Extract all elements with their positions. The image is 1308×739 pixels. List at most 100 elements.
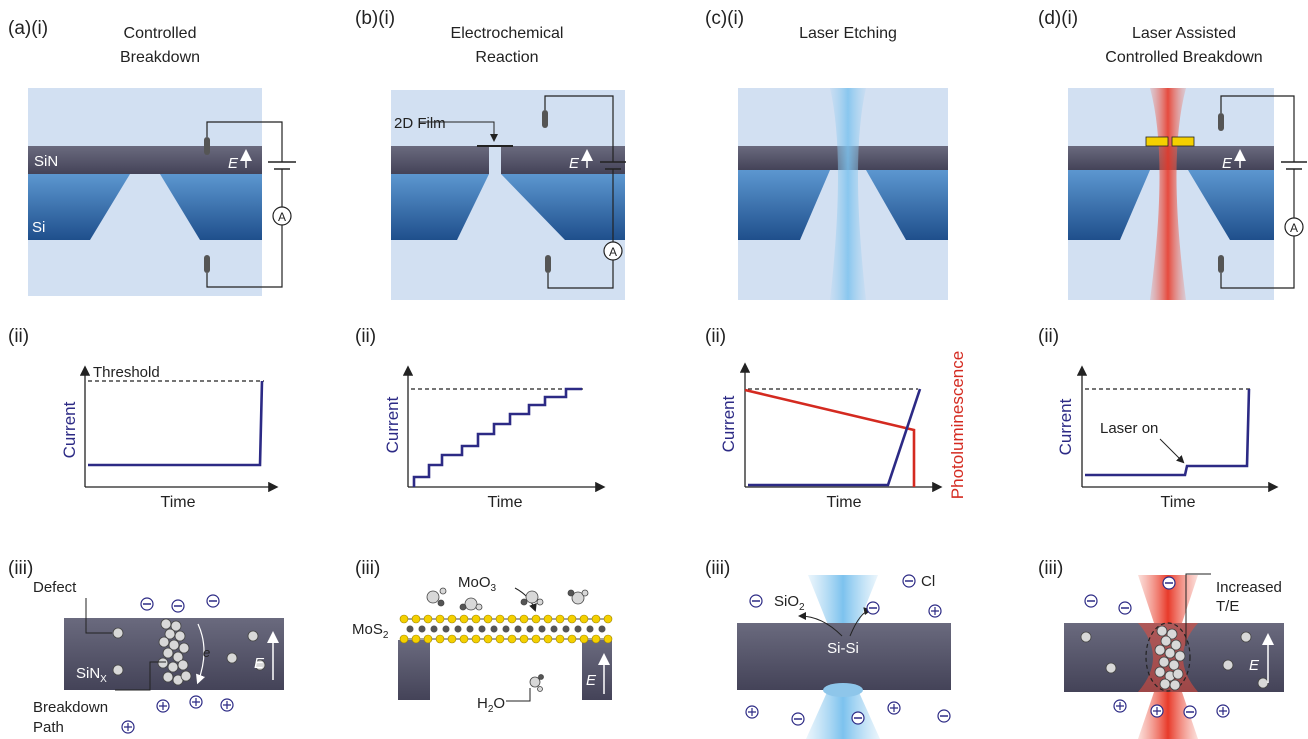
panel-a-title-line2: Breakdown (120, 49, 200, 66)
panel-c-ii-label: (ii) (705, 326, 726, 347)
breakdown-path-cluster (1154, 625, 1186, 691)
x-axis-label: Time (1161, 494, 1196, 511)
sin-support-right (582, 640, 612, 700)
si-substrate-right (866, 170, 948, 240)
field-label-iii: E (254, 655, 265, 672)
si-label: Si (32, 219, 45, 236)
cations (745, 604, 942, 719)
mos2-lattice (399, 614, 613, 644)
electrode-pad-left (1145, 136, 1169, 147)
si-substrate-right (1188, 170, 1274, 240)
panel-d-title-line1: Laser Assisted (1132, 25, 1236, 42)
sin-membrane (28, 146, 262, 174)
blue-beam-top (808, 575, 878, 625)
cl-label: Cl (921, 573, 935, 590)
panel-c-i-label: (c)(i) (705, 8, 744, 29)
h2o-leader (506, 688, 531, 702)
panel-b: (b)(i) Electrochemical Reaction 2D Film … (352, 8, 626, 715)
anions (140, 594, 220, 613)
y-axis-label: Current (719, 395, 738, 452)
anions (749, 574, 951, 726)
breakdown-label-line2: Path (33, 719, 64, 736)
si-substrate-left (28, 174, 130, 240)
defect-atom (247, 630, 259, 642)
panel-b-title-line1: Electrochemical (451, 25, 564, 42)
wire-bottom (206, 225, 283, 288)
panel-a: (a)(i) Controlled Breakdown SiN Si E A (… (8, 18, 296, 736)
electron-label: e (203, 645, 210, 660)
y-axis-label: Current (1056, 398, 1075, 455)
cations (1113, 699, 1230, 718)
top-electrode (1218, 113, 1224, 131)
y-axis-label: Current (383, 396, 402, 453)
blue-beam-bottom (806, 690, 880, 739)
wire-bottom (1220, 236, 1295, 289)
defect-atom (112, 627, 124, 639)
increased-label-line1: Increased (1216, 579, 1282, 596)
moo3-label: MoO3 (458, 574, 497, 594)
sin-label: SiN (34, 153, 58, 170)
defect-atom (112, 664, 124, 676)
h2o-label: H2O (477, 695, 505, 715)
sio2-label: SiO2 (774, 593, 805, 613)
hotspot-outline (1145, 622, 1191, 692)
x-axis-label: Time (488, 494, 523, 511)
panel-c-iii-label: (iii) (705, 558, 730, 579)
current-trace-stepwise (412, 387, 582, 487)
y-axis-label: Current (60, 401, 79, 458)
y2-axis-label: Photoluminescence (948, 351, 967, 499)
field-label-iii: E (1249, 657, 1260, 674)
si-substrate-left (738, 170, 830, 240)
x-axis-label: Time (827, 494, 862, 511)
increased-label-line2: T/E (1216, 598, 1239, 615)
panel-b-i-label: (b)(i) (355, 8, 395, 29)
defect-atoms (1080, 631, 1269, 689)
threshold-label: Threshold (93, 364, 160, 381)
current-trace (88, 380, 264, 467)
defect-leader (85, 598, 112, 634)
defect-label: Defect (33, 579, 77, 596)
anions (1084, 576, 1197, 719)
top-electrode (542, 110, 548, 128)
breakdown-leader (115, 661, 166, 691)
field-label: E (228, 155, 239, 172)
panel-a-title-line1: Controlled (124, 25, 197, 42)
field-label-iii: E (586, 672, 597, 689)
laser-on-label: Laser on (1100, 420, 1158, 437)
panel-c-title: Laser Etching (799, 25, 897, 42)
panel-d-iii-label: (iii) (1038, 558, 1063, 579)
breakdown-path-cluster (157, 618, 192, 686)
si-si-label: Si-Si (827, 640, 859, 657)
defect-atom (226, 652, 238, 664)
si-substrate-right (501, 174, 625, 240)
panel-b-title-line2: Reaction (475, 49, 538, 66)
defect-atom (254, 659, 266, 671)
panel-d-title-line2: Controlled Breakdown (1105, 49, 1262, 66)
electrode-pad-right (1171, 136, 1195, 147)
bottom-electrode (204, 255, 210, 273)
wire-top (544, 95, 614, 162)
panel-a-iii-label: (iii) (8, 558, 33, 579)
panel-b-iii-label: (iii) (355, 558, 380, 579)
si-substrate-left (1068, 170, 1150, 240)
wire-top (1220, 95, 1295, 162)
sin-support-left (398, 640, 430, 700)
electron-arrow (196, 623, 206, 685)
red-beam-top (1138, 575, 1198, 623)
sio2-arrow (798, 612, 843, 637)
laser-on-arrow (1159, 438, 1185, 464)
cations (121, 695, 234, 734)
x-axis-label: Time (161, 494, 196, 511)
sin-slab (737, 623, 951, 690)
photoluminescence-trace (744, 388, 916, 487)
h2o-molecule (529, 674, 544, 692)
blue-laser-beam (830, 88, 866, 300)
breakdown-label-line1: Breakdown (33, 699, 108, 716)
sinx-label: SiNX (76, 665, 107, 685)
ammeter-label: A (278, 210, 286, 224)
panel-d-ii-label: (ii) (1038, 326, 1059, 347)
wire-top (206, 121, 283, 162)
red-beam-bottom (1138, 692, 1198, 739)
film-label: 2D Film (394, 115, 446, 132)
